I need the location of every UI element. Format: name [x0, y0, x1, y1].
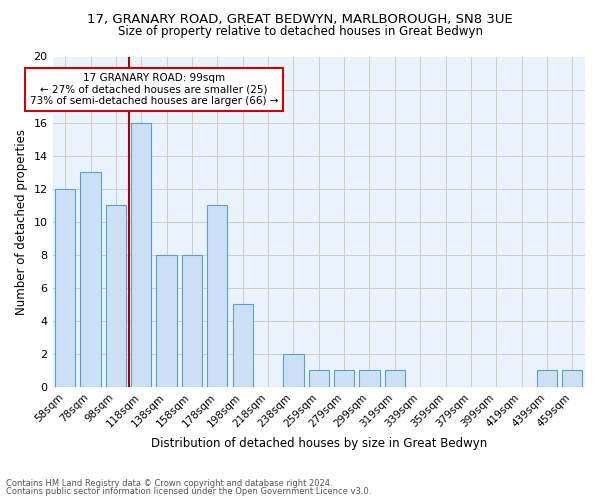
- Bar: [207, 205, 227, 387]
- Y-axis label: Number of detached properties: Number of detached properties: [15, 128, 28, 314]
- Bar: [562, 370, 583, 387]
- Bar: [308, 370, 329, 387]
- Bar: [283, 354, 304, 387]
- Bar: [80, 172, 101, 387]
- Text: Contains public sector information licensed under the Open Government Licence v3: Contains public sector information licen…: [6, 487, 371, 496]
- Bar: [106, 205, 126, 387]
- Bar: [385, 370, 405, 387]
- Text: Contains HM Land Registry data © Crown copyright and database right 2024.: Contains HM Land Registry data © Crown c…: [6, 478, 332, 488]
- Bar: [55, 188, 76, 387]
- Bar: [359, 370, 380, 387]
- Bar: [334, 370, 354, 387]
- Text: 17, GRANARY ROAD, GREAT BEDWYN, MARLBOROUGH, SN8 3UE: 17, GRANARY ROAD, GREAT BEDWYN, MARLBORO…: [87, 12, 513, 26]
- X-axis label: Distribution of detached houses by size in Great Bedwyn: Distribution of detached houses by size …: [151, 437, 487, 450]
- Bar: [157, 255, 177, 387]
- Bar: [182, 255, 202, 387]
- Bar: [131, 122, 151, 387]
- Bar: [537, 370, 557, 387]
- Text: Size of property relative to detached houses in Great Bedwyn: Size of property relative to detached ho…: [118, 25, 482, 38]
- Bar: [233, 304, 253, 387]
- Text: 17 GRANARY ROAD: 99sqm
← 27% of detached houses are smaller (25)
73% of semi-det: 17 GRANARY ROAD: 99sqm ← 27% of detached…: [30, 73, 278, 106]
